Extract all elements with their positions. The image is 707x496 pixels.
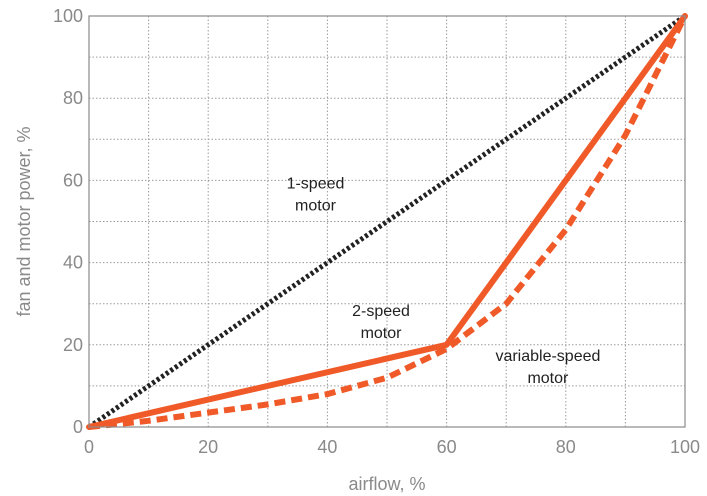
x-tick-label: 100 [670,437,700,457]
series-line-two-speed [86,13,688,430]
annotation-one-speed: 1-speed motor [287,176,345,215]
x-tick-label: 20 [198,437,218,457]
y-tick-label: 40 [63,253,83,273]
series-layer [86,13,688,430]
y-axis-label: fan and motor power, % [14,126,34,316]
y-tick-label: 80 [63,88,83,108]
annotation-text: motor [527,370,569,387]
y-tick-label: 20 [63,335,83,355]
y-tick-label: 60 [63,170,83,190]
grid [89,16,685,427]
x-tick-label: 80 [556,437,576,457]
annotation-variable-speed: variable-speed motor [495,348,600,387]
annotation-text: motor [295,198,337,215]
x-tick-label: 60 [437,437,457,457]
x-axis-label: airflow, % [348,474,425,494]
plot-frame [88,15,686,428]
plot-border [88,15,686,428]
annotations: 1-speed motor 2-speed motor variable-speed mo… [287,176,601,388]
y-tick-label: 100 [53,6,83,26]
tick-labels: 0 20 40 60 80 100 0 20 40 60 80 100 [53,6,700,457]
x-tick-label: 40 [317,437,337,457]
y-tick-label: 0 [73,417,83,437]
annotation-text: 2-speed [352,303,410,320]
annotation-text: motor [361,325,403,342]
annotation-two-speed: 2-speed motor [352,303,410,342]
x-tick-label: 0 [84,437,94,457]
annotation-text: variable-speed [495,348,600,365]
annotation-text: 1-speed [287,176,345,193]
